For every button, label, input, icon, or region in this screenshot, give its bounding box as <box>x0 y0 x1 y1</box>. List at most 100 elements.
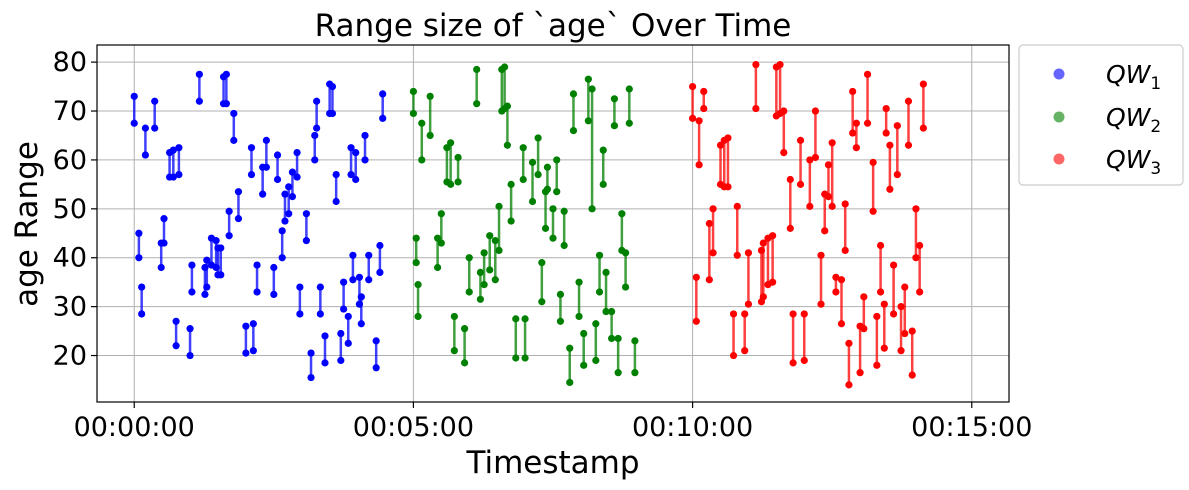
x-tick-label: 00:10:00 <box>632 412 753 443</box>
range-max-point <box>249 320 257 328</box>
range-max-point <box>355 273 364 281</box>
range-max-point <box>901 283 909 291</box>
legend-box <box>1018 44 1184 186</box>
range-min-point <box>852 144 860 152</box>
range-max-point <box>695 117 703 125</box>
range-max-point <box>700 87 708 96</box>
range-min-point <box>863 119 872 127</box>
range-min-point <box>454 178 462 186</box>
range-max-point <box>841 200 849 208</box>
series-qw1 <box>130 70 387 382</box>
y-tick-label: 30 <box>53 292 87 323</box>
range-min-point <box>278 254 286 262</box>
range-min-point <box>580 361 588 369</box>
range-max-point <box>347 144 355 152</box>
range-max-point <box>175 144 183 152</box>
range-min-point <box>860 325 868 333</box>
range-min-point <box>349 276 357 284</box>
range-max-point <box>222 70 230 78</box>
range-min-point <box>253 288 261 296</box>
range-min-point <box>347 170 355 179</box>
range-min-point <box>752 104 760 113</box>
range-min-point <box>789 359 797 367</box>
range-max-point <box>621 249 630 257</box>
range-min-point <box>556 317 565 325</box>
range-max-point <box>172 317 180 325</box>
range-min-point <box>744 300 753 308</box>
range-max-point <box>584 75 592 83</box>
range-min-point <box>414 312 422 321</box>
ticks: 00:00:00 00:05:00 00:10:00 00:15:00 20 30 40 50… <box>53 47 1033 443</box>
series-qw3 <box>688 60 927 389</box>
range-min-point <box>273 175 282 184</box>
range-max-point <box>904 97 913 105</box>
range-max-point <box>886 141 894 149</box>
range-max-point <box>409 87 418 96</box>
range-max-point <box>549 205 557 213</box>
range-max-point <box>281 190 289 198</box>
range-min-point <box>912 254 920 262</box>
range-min-point <box>409 109 418 118</box>
range-max-point <box>352 148 360 157</box>
range-max-point <box>876 241 885 250</box>
range-max-point <box>608 307 616 316</box>
range-max-point <box>418 119 426 127</box>
range-max-point <box>560 207 568 215</box>
legend-item-qw3: QW3 <box>1053 145 1161 179</box>
range-min-point <box>890 310 898 318</box>
range-min-point <box>203 283 211 291</box>
range-min-point <box>288 193 297 201</box>
range-max-point <box>602 268 610 277</box>
range-min-point <box>270 290 278 299</box>
range-min-point <box>332 197 340 206</box>
y-axis-title: age Range <box>9 141 45 307</box>
range-min-point <box>786 224 794 232</box>
range-min-point <box>780 148 788 157</box>
range-max-point <box>860 293 868 301</box>
range-min-point <box>460 359 469 367</box>
range-max-point <box>817 251 825 259</box>
range-max-point <box>852 119 860 127</box>
y-tick-label: 50 <box>53 194 87 225</box>
range-max-point <box>845 339 853 347</box>
range-min-point <box>528 197 537 206</box>
range-max-point <box>130 92 138 100</box>
range-min-point <box>543 185 552 193</box>
range-max-point <box>908 327 916 335</box>
range-max-point <box>195 70 203 78</box>
range-min-point <box>592 356 600 365</box>
range-min-point <box>856 369 864 377</box>
range-min-point <box>566 378 574 387</box>
range-max-point <box>789 310 797 318</box>
range-max-point <box>625 85 633 93</box>
range-min-point <box>845 381 853 389</box>
range-max-point <box>357 293 365 301</box>
range-max-point <box>262 136 270 144</box>
range-min-point <box>222 100 230 108</box>
plot-frame <box>96 44 1010 403</box>
range-min-point <box>217 271 225 279</box>
range-max-point <box>538 259 546 267</box>
range-max-point <box>151 97 159 105</box>
range-min-point <box>882 129 890 137</box>
range-max-point <box>832 273 840 281</box>
range-min-point <box>172 342 180 350</box>
range-min-point <box>614 369 622 377</box>
range-max-point <box>443 144 451 152</box>
range-max-point <box>212 237 220 245</box>
legend-label-qw1: QW1 <box>1106 60 1161 94</box>
range-min-point <box>311 156 319 164</box>
legend-marker-qw1 <box>1053 68 1065 80</box>
range-min-point <box>625 119 633 127</box>
range-min-point <box>534 170 542 179</box>
range-min-point <box>447 180 455 188</box>
range-min-point <box>476 295 485 303</box>
range-max-point <box>592 320 600 328</box>
range-max-point <box>521 315 529 323</box>
range-max-point <box>169 146 177 154</box>
range-min-point <box>837 320 846 328</box>
range-min-point <box>893 170 901 179</box>
range-max-point <box>337 329 345 338</box>
range-max-point <box>692 273 700 281</box>
range-max-point <box>412 234 420 242</box>
